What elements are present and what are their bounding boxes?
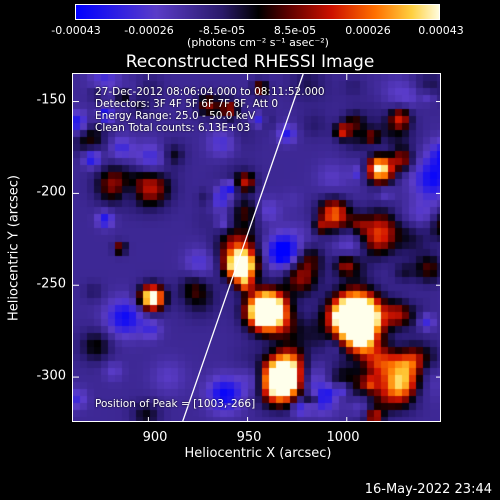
y-axis-label: Heliocentric Y (arcsec) xyxy=(6,175,22,321)
plot-area: 27-Dec-2012 08:06:04.000 to 08:11:52.000… xyxy=(72,73,441,422)
colorbar-tick-6: 0.00043 xyxy=(418,24,464,37)
annotation-energy-range: Energy Range: 25.0 - 50.0 keV xyxy=(95,110,256,122)
x-axis-label: Heliocentric X (arcsec) xyxy=(184,446,332,461)
x-tick-label: 1000 xyxy=(326,430,360,445)
colorbar xyxy=(75,4,440,20)
colorbar-tick-1: -0.00043 xyxy=(51,24,101,37)
chart-title: Reconstructed RHESSI Image xyxy=(125,52,375,72)
timestamp: 16-May-2022 23:44 xyxy=(364,482,492,497)
overlay xyxy=(73,74,440,421)
limb-line xyxy=(182,74,304,421)
y-tick-label: -250 xyxy=(36,276,66,292)
annotation-peak-position: Position of Peak = [1003,-266] xyxy=(95,398,256,410)
y-tick-label: -150 xyxy=(36,92,66,108)
x-tick-label: 950 xyxy=(236,430,262,445)
x-tick-label: 900 xyxy=(142,430,168,445)
colorbar-tick-4: 8.5e-05 xyxy=(273,24,317,37)
colorbar-tick-3: -8.5e-05 xyxy=(198,24,246,37)
y-tick-label: -300 xyxy=(36,368,66,384)
y-tick-label: -200 xyxy=(36,184,66,200)
annotation-time-range: 27-Dec-2012 08:06:04.000 to 08:11:52.000 xyxy=(95,86,325,98)
colorbar-unit: (photons cm⁻² s⁻¹ asec⁻²) xyxy=(187,36,329,49)
annotation-detectors: Detectors: 3F 4F 5F 6F 7F 8F, Att 0 xyxy=(95,98,279,110)
annotation-clean-counts: Clean Total counts: 6.13E+03 xyxy=(95,122,251,134)
colorbar-tick-5: 0.00026 xyxy=(345,24,391,37)
heatmap-image xyxy=(73,74,440,421)
colorbar-tick-2: -0.00026 xyxy=(124,24,174,37)
